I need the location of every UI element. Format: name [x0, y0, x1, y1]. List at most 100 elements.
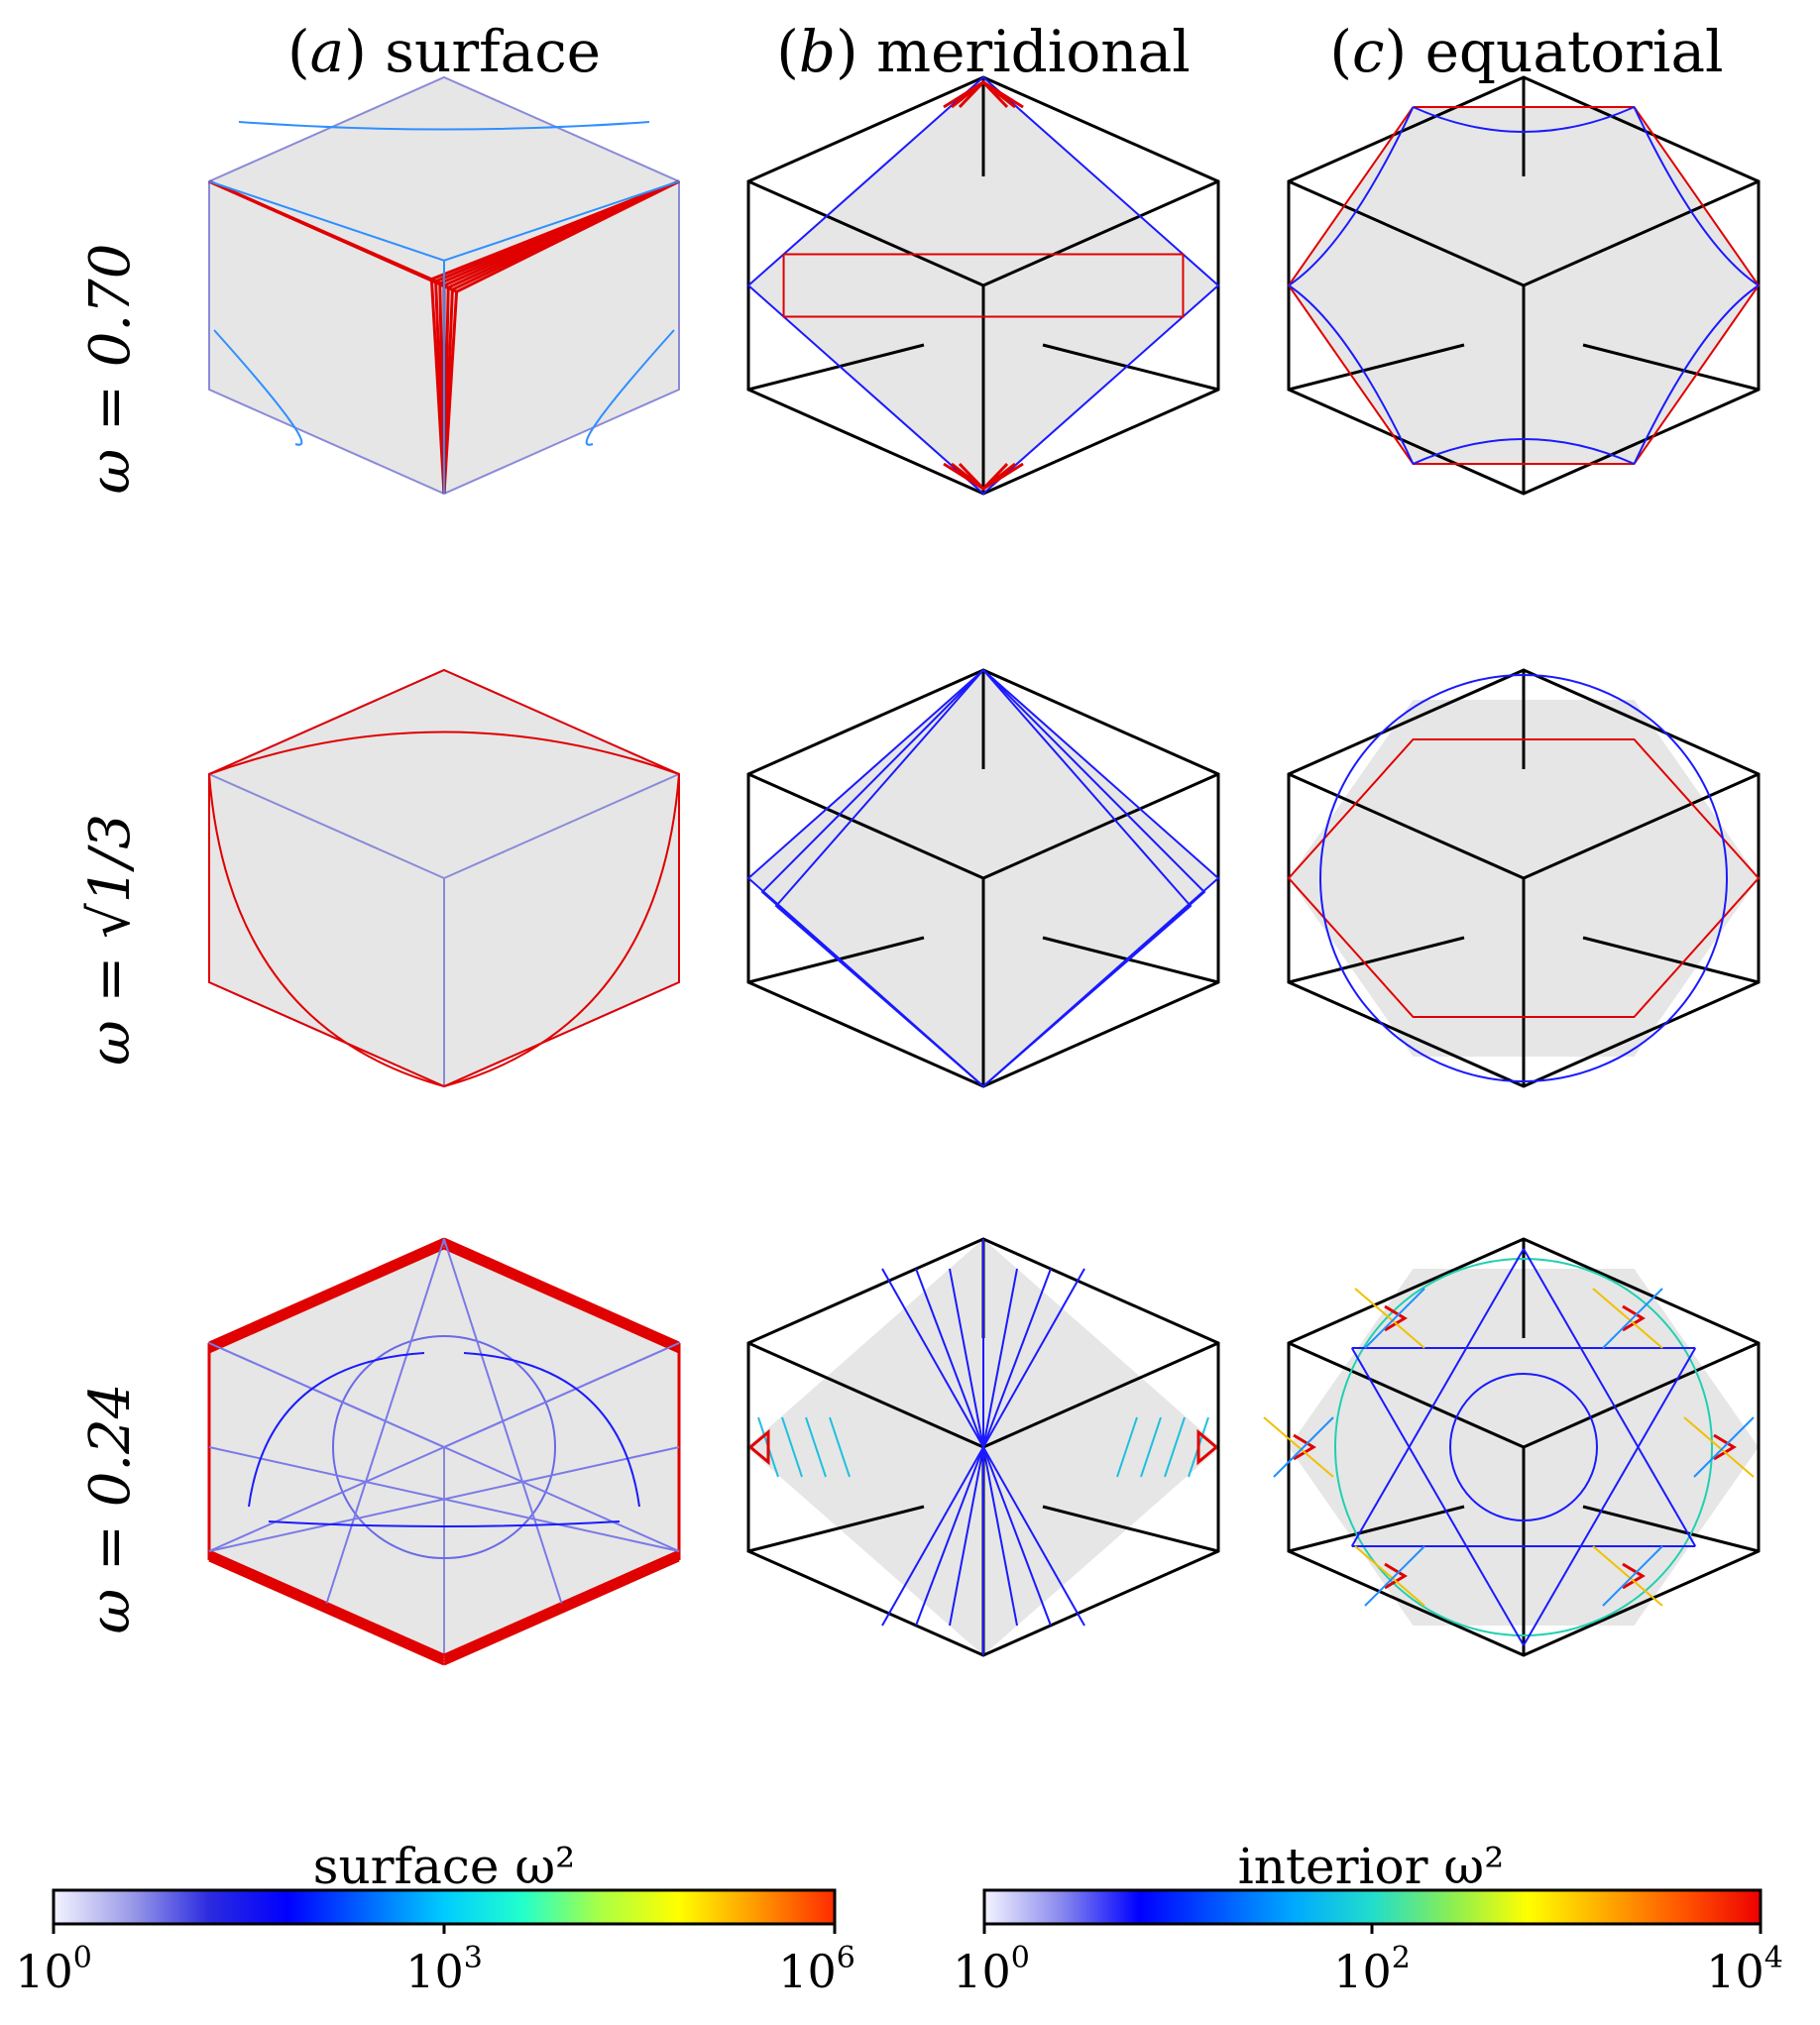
colorbar-surface-title: surface ω²: [313, 1838, 575, 1895]
attractor-red-1: [1622, 1304, 1646, 1332]
arc-blue: [268, 1520, 621, 1527]
trajectory-lightblue: [1273, 1416, 1334, 1478]
trajectory-yellow: [1592, 1545, 1663, 1607]
trajectory-cyan: [1140, 1416, 1162, 1478]
attractor-red-bottom: [958, 462, 1009, 492]
trajectory-blue: [747, 75, 1220, 496]
column-title-c: (c) equatorial: [1329, 18, 1723, 85]
trajectory-yellow: [1354, 1545, 1425, 1607]
fringe-red-1: [443, 1246, 680, 1354]
arc-blue-left: [213, 329, 303, 446]
trajectory-yellow: [1592, 1288, 1663, 1349]
column-title-b: (b) meridional: [776, 18, 1191, 85]
trajectory-blue: [881, 1268, 1085, 1627]
panel-r2-c3: [1287, 668, 1761, 1088]
cube-back-edge: [1288, 936, 1465, 984]
arc-blue-right: [585, 329, 675, 446]
ray-blue-1: [443, 180, 680, 262]
attractor-red-2: [1293, 1433, 1316, 1461]
attractor-red-5: [1622, 1562, 1646, 1590]
fringe-red-1: [443, 1237, 680, 1345]
attractor-red-0: [1384, 1304, 1408, 1332]
fringe-red-3: [443, 1558, 680, 1666]
cube-edge: [747, 772, 984, 880]
cycle-red-hexagon: [1287, 738, 1761, 1018]
cube-edge: [208, 773, 445, 879]
column-letter-b: b: [799, 18, 836, 85]
colorbar-surface-ticklabel-2: 106: [778, 1941, 855, 1998]
panel-r3-c1: [207, 1237, 681, 1666]
cube-edge: [982, 179, 1219, 287]
panel-r2-c2: [746, 668, 1220, 1088]
trajectory-yellow: [1683, 1416, 1755, 1478]
column-letter-c: c: [1352, 18, 1384, 85]
trajectory-cyan: [1116, 1416, 1138, 1478]
cube-back-edge: [1042, 936, 1219, 984]
cube-back-edge: [747, 936, 925, 984]
arc-blue: [1633, 106, 1760, 286]
colorbar-interior-ticklabel-0: 100: [953, 1941, 1030, 1998]
star-line: [1350, 1347, 1525, 1646]
cube-edge: [1288, 179, 1525, 287]
row-label-1: ω = 0.70: [78, 244, 143, 495]
star-line: [1350, 1248, 1525, 1547]
ray-blue-0: [208, 180, 445, 262]
fringe-red-0: [208, 1246, 445, 1354]
web-line: [208, 1342, 680, 1552]
column-letter-a: a: [310, 18, 345, 85]
attractor-red-left: [749, 1428, 770, 1466]
fringe-red-4: [208, 1552, 445, 1660]
cube-edge: [982, 772, 1219, 880]
arc-blue: [1288, 106, 1415, 286]
attractor-red-4: [1384, 1562, 1408, 1590]
cube-edge: [982, 1341, 1219, 1449]
cycle-red-arc-left: [208, 773, 445, 1087]
ray-red-1: [455, 179, 680, 293]
cube-back-edge: [1288, 1505, 1465, 1553]
cycle-blue-circle: [1319, 674, 1728, 1082]
trajectory-yellow: [1263, 1416, 1334, 1478]
arc-blue: [1288, 284, 1415, 465]
ray-red-0: [208, 179, 458, 293]
fringe-red-0: [208, 1237, 445, 1345]
panel-r2-c1: [208, 668, 680, 1088]
trajectory-cyan: [829, 1416, 851, 1478]
colorbar-surface-ticklabel-0: 100: [15, 1941, 92, 1998]
cycle-red-arc-right: [443, 773, 680, 1087]
trajectory-lightblue: [1364, 1545, 1425, 1607]
cube-edge: [1523, 1341, 1760, 1449]
cube-edge: [1288, 1341, 1525, 1449]
fringe-red-1: [443, 1243, 680, 1351]
arc-blue: [1413, 438, 1635, 465]
ray-red-2: [442, 291, 459, 495]
trajectory-yellow: [1354, 1288, 1425, 1349]
column-name-b: meridional: [876, 18, 1191, 85]
trajectory-cyan: [805, 1416, 827, 1478]
colorbar-interior-bar: [982, 1888, 1763, 1926]
trajectory-red: [782, 253, 1185, 318]
cube-back-edge: [1042, 1505, 1219, 1553]
trajectory-lightblue: [1602, 1545, 1663, 1607]
trajectory-lightblue: [1602, 1288, 1663, 1349]
cube-edge: [747, 179, 984, 287]
fringe-red-0: [208, 1243, 445, 1351]
column-name-a: surface: [385, 18, 601, 85]
column-name-c: equatorial: [1425, 18, 1724, 85]
colorbar-interior-title: interior ω²: [1238, 1838, 1504, 1895]
colorbar-surface-ticklabel-1: 103: [405, 1941, 483, 1998]
cycle-red-arc-top: [208, 731, 680, 775]
orbit-inner-circle: [1449, 1373, 1598, 1521]
cube-back-edge: [747, 343, 925, 392]
colorbar-surface: surface ω² 100 103 106: [15, 1838, 855, 1998]
cube-edge: [1523, 179, 1760, 287]
row-label-3: ω = 0.24: [78, 1384, 143, 1634]
star-line: [1523, 1248, 1697, 1547]
web-line: [208, 1446, 680, 1552]
trajectory-blue: [774, 669, 984, 1087]
panel-r1-c1: [208, 75, 680, 496]
cube-edge: [443, 773, 680, 879]
panel-r1-c3: [1287, 75, 1761, 496]
trajectory-lightblue: [1364, 1288, 1425, 1349]
colorbar-interior-ticklabel-2: 104: [1706, 1941, 1783, 1998]
